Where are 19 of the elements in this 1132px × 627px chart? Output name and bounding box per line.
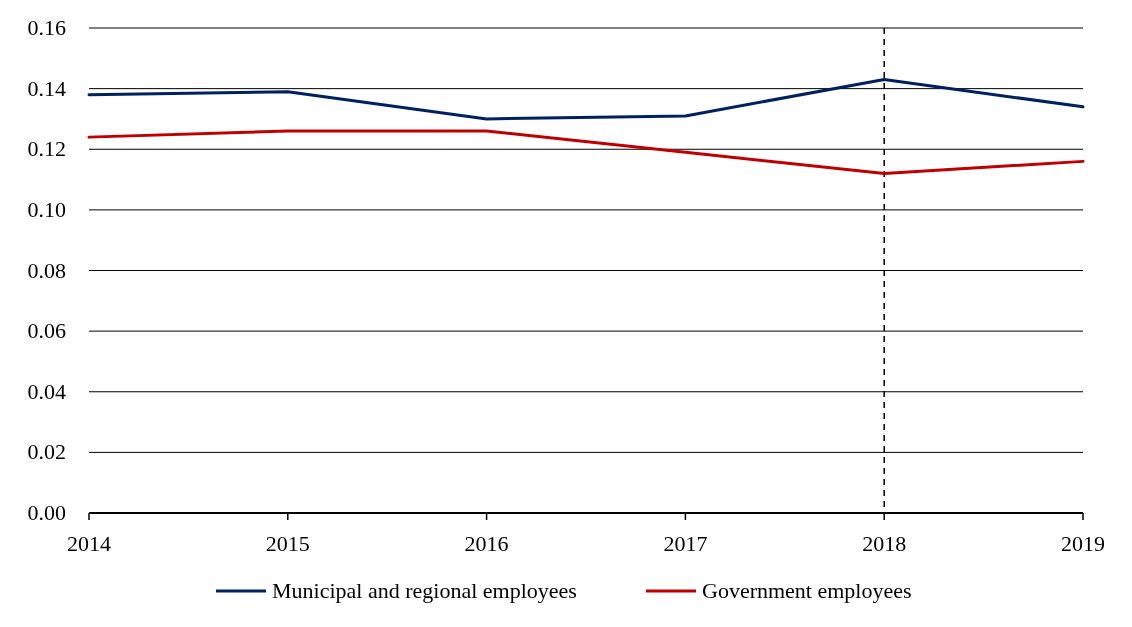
x-tick-label: 2016 <box>464 531 509 556</box>
x-tick-label: 2014 <box>67 531 111 556</box>
legend-label: Municipal and regional employees <box>272 578 577 603</box>
y-tick-label: 0.08 <box>27 257 66 283</box>
y-tick-label: 0.00 <box>27 500 66 525</box>
y-tick-label: 0.12 <box>27 136 66 162</box>
x-tick-label: 2015 <box>265 531 310 556</box>
x-tick-label: 2019 <box>1061 531 1105 556</box>
line-series <box>87 78 1085 121</box>
y-tick-label: 0.14 <box>27 75 66 101</box>
y-tick-label: 0.04 <box>27 378 66 404</box>
x-tick-label: 2018 <box>862 531 907 556</box>
legend-label: Government employees <box>702 578 912 603</box>
x-tick-label: 2017 <box>663 531 708 556</box>
y-tick-label: 0.02 <box>27 439 66 465</box>
y-tick-label: 0.10 <box>27 196 66 222</box>
y-tick-label: 0.06 <box>27 318 66 344</box>
y-tick-label: 0.16 <box>27 15 66 40</box>
line-series <box>87 129 1085 175</box>
